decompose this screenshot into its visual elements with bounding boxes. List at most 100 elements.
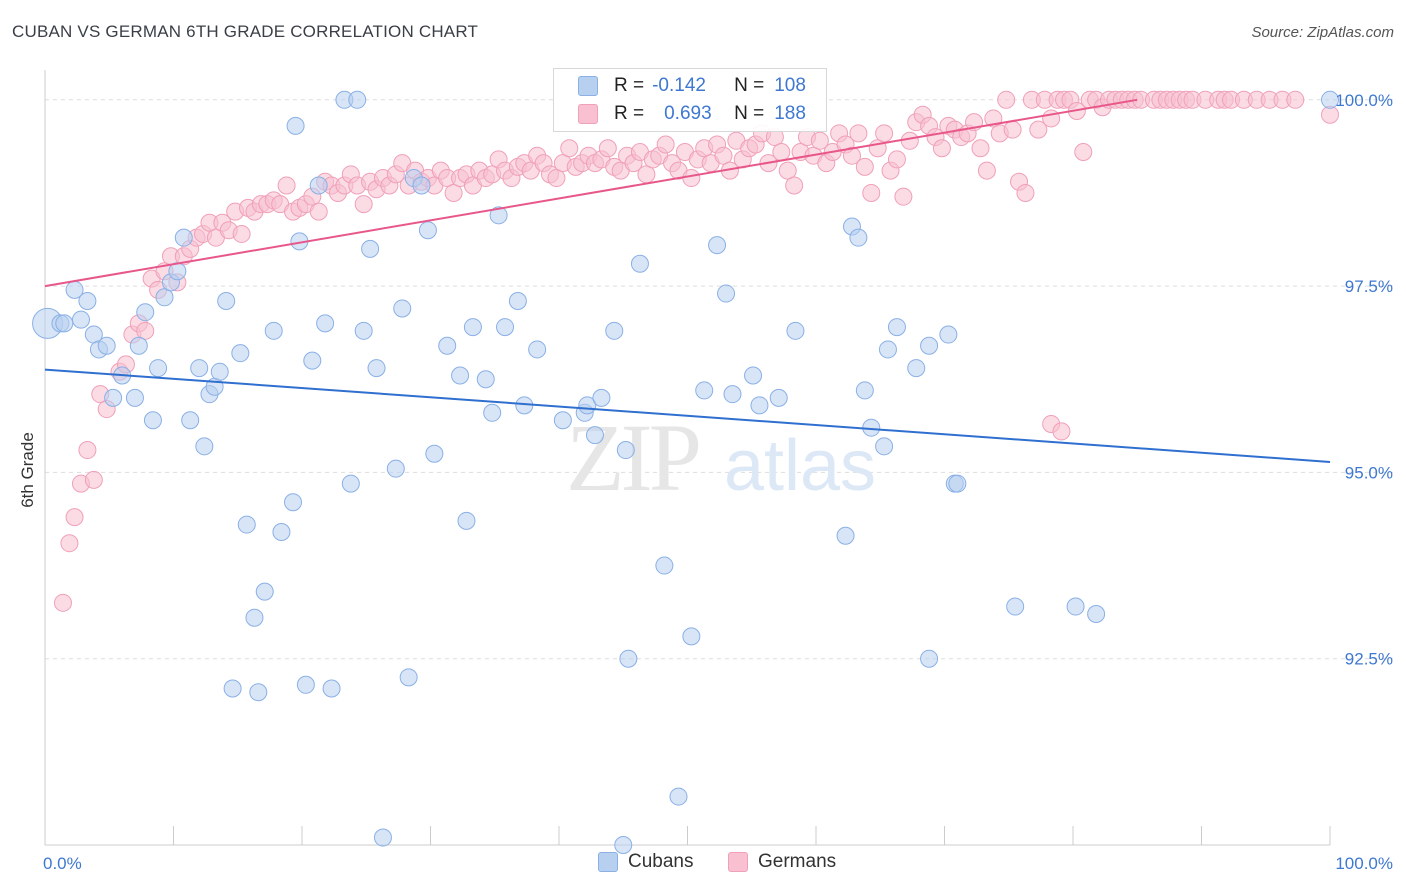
data-point-cubans: [920, 649, 939, 668]
legend-row-cubans: R = -0.142 N = 108: [578, 74, 806, 98]
data-point-cubans: [55, 314, 74, 333]
data-point-cubans: [457, 511, 476, 530]
data-point-germans: [277, 176, 296, 195]
data-point-cubans: [614, 836, 633, 854]
data-point-germans: [65, 508, 84, 527]
data-point-cubans: [174, 228, 193, 247]
data-point-cubans: [354, 321, 373, 340]
legend-label-germans: Germans: [758, 851, 837, 872]
data-point-cubans: [489, 206, 508, 225]
data-point-cubans: [418, 221, 437, 240]
data-point-cubans: [786, 321, 805, 340]
data-point-cubans: [508, 292, 527, 311]
x-tick-label: 0.0%: [43, 854, 82, 873]
data-point-cubans: [750, 396, 769, 415]
data-point-germans: [682, 169, 701, 188]
data-point-cubans: [386, 459, 405, 478]
series-cubans-points: [32, 90, 1339, 854]
trend-lines: [44, 98, 1331, 463]
data-point-germans: [1016, 183, 1035, 202]
watermark-zip: ZIP: [566, 404, 699, 511]
data-point-cubans: [717, 284, 736, 303]
y-axis-label: 6th Grade: [18, 432, 37, 508]
y-tick-label: 95.0%: [1345, 463, 1393, 482]
data-point-cubans: [190, 359, 209, 378]
tick-labels: 100.0% 97.5% 95.0% 92.5% 0.0% 100.0%: [43, 91, 1393, 873]
legend-swatch-germans: [728, 852, 748, 872]
data-point-cubans: [129, 336, 148, 355]
data-point-cubans: [361, 239, 380, 258]
data-point-germans: [785, 176, 804, 195]
data-point-germans: [1029, 120, 1048, 139]
data-point-cubans: [769, 388, 788, 407]
y-tick-label: 97.5%: [1345, 277, 1393, 296]
grid-lines: [45, 99, 1395, 660]
data-point-cubans: [104, 388, 123, 407]
data-point-cubans: [181, 411, 200, 430]
data-point-germans: [53, 593, 72, 612]
data-point-germans: [932, 139, 951, 158]
data-point-germans: [971, 139, 990, 158]
data-point-cubans: [655, 556, 674, 575]
data-point-germans: [656, 135, 675, 154]
data-point-cubans: [249, 683, 268, 702]
data-point-cubans: [237, 515, 256, 534]
watermark-atlas: atlas: [724, 426, 876, 506]
data-point-cubans: [878, 340, 897, 359]
data-point-cubans: [136, 303, 155, 322]
data-point-cubans: [71, 310, 90, 329]
legend-n-value: 108: [774, 75, 806, 96]
data-point-cubans: [322, 679, 341, 698]
data-point-cubans: [483, 403, 502, 422]
data-point-cubans: [309, 176, 328, 195]
data-point-cubans: [341, 474, 360, 493]
data-point-cubans: [210, 362, 229, 381]
data-point-cubans: [585, 426, 604, 445]
data-point-cubans: [1066, 597, 1085, 616]
data-point-germans: [849, 124, 868, 143]
data-point-cubans: [425, 444, 444, 463]
data-point-germans: [547, 169, 566, 188]
data-point-cubans: [399, 668, 418, 687]
trendline-cubans: [44, 368, 1331, 463]
legend-r-label: R =: [614, 103, 645, 124]
data-point-cubans: [223, 679, 242, 698]
data-point-cubans: [592, 388, 611, 407]
data-point-cubans: [682, 627, 701, 646]
data-point-cubans: [393, 299, 412, 318]
legend-n-label: N =: [734, 75, 765, 96]
data-point-cubans: [463, 318, 482, 337]
data-point-germans: [1052, 422, 1071, 441]
data-point-cubans: [438, 336, 457, 355]
data-point-cubans: [1087, 604, 1106, 623]
y-tick-label: 92.5%: [1345, 650, 1393, 669]
data-point-cubans: [412, 176, 431, 195]
data-point-germans: [900, 131, 919, 150]
data-point-germans: [309, 202, 328, 221]
data-point-germans: [875, 124, 894, 143]
data-point-cubans: [155, 288, 174, 307]
data-point-cubans: [217, 292, 236, 311]
data-point-cubans: [723, 385, 742, 404]
data-point-cubans: [264, 321, 283, 340]
legend-n-value: 188: [774, 103, 806, 124]
legend-row-germans: R = 0.693 N = 188: [578, 102, 806, 126]
data-point-germans: [862, 183, 881, 202]
data-point-cubans: [348, 90, 367, 109]
series-germans-points: [53, 90, 1339, 612]
data-point-cubans: [708, 236, 727, 255]
data-point-germans: [444, 183, 463, 202]
data-point-cubans: [125, 388, 144, 407]
data-point-germans: [84, 470, 103, 489]
data-point-germans: [136, 321, 155, 340]
data-point-cubans: [303, 351, 322, 370]
data-point-cubans: [496, 318, 515, 337]
data-point-germans: [887, 150, 906, 169]
legend-swatch-cubans: [598, 852, 618, 872]
data-point-cubans: [619, 649, 638, 668]
data-point-cubans: [143, 411, 162, 430]
legend-r-value: 0.693: [664, 103, 712, 124]
data-point-cubans: [195, 437, 214, 456]
data-point-germans: [560, 139, 579, 158]
